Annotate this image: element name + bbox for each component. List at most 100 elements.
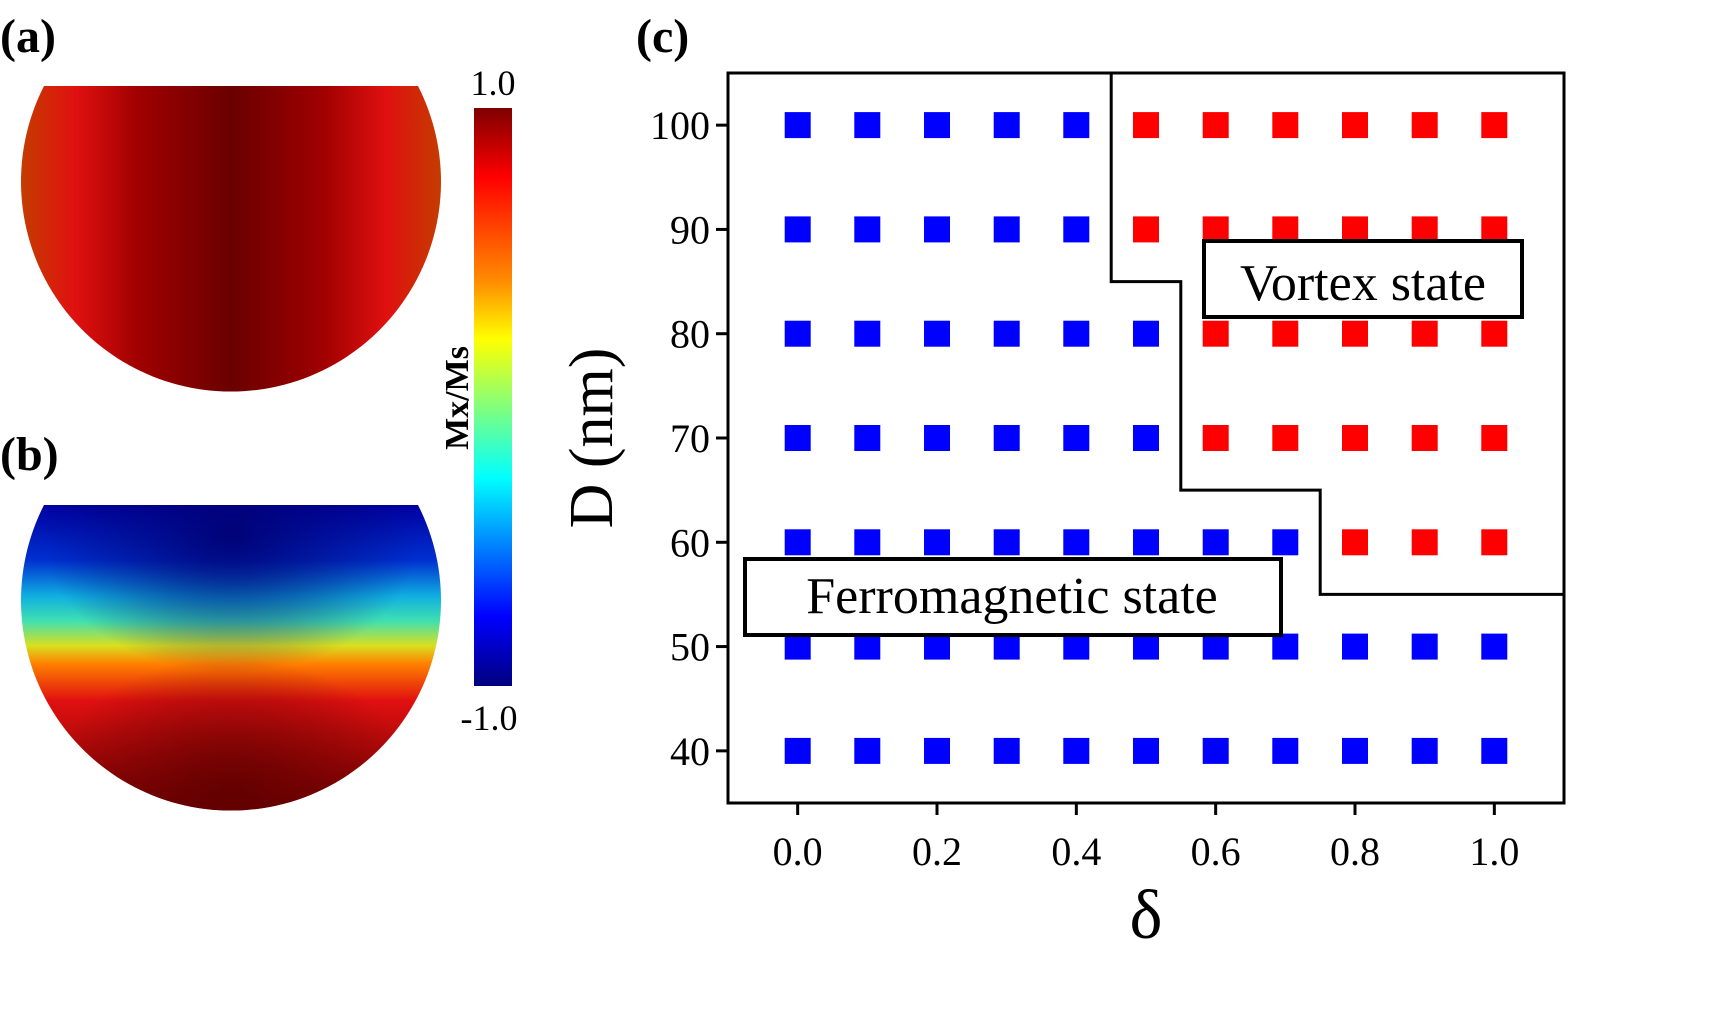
ferromagnetic-marker [1202,737,1229,764]
ferromagnetic-marker [1063,216,1090,243]
y-axis-label: D (nm) [558,348,626,529]
x-tick-label: 0.4 [1051,829,1101,874]
ferromagnetic-marker [1342,633,1368,660]
ferromagnetic-marker [993,216,1020,243]
ferromagnetic-marker [993,112,1020,139]
ferromagnetic-marker [784,216,811,243]
ferromagnetic-marker [924,112,950,139]
ferromagnetic-state-label: Ferromagnetic state [806,568,1218,625]
y-tick-label: 50 [670,625,710,670]
x-axis-label: δ [1130,877,1163,954]
ferromagnetic-marker [1063,425,1090,451]
x-tick-label: 0.2 [912,829,962,874]
ferromagnetic-marker [1272,633,1299,660]
ferromagnetic-marker [1063,320,1090,347]
colorbar [474,108,512,686]
y-tick-label: 70 [670,416,710,461]
ferromagnetic-state-annotation: Ferromagnetic state [743,557,1283,637]
colorbar-title: Mx/Ms [439,346,476,450]
ferromagnetic-marker [924,320,950,347]
phase-boundary [1109,73,1564,596]
vortex-marker [1481,320,1508,347]
ferromagnetic-marker [1133,737,1159,764]
ferromagnetic-marker [1272,529,1299,556]
x-tick-label: 0.0 [773,829,823,874]
vortex-marker [1411,320,1438,347]
y-tick-label: 40 [670,729,710,774]
vortex-state-label: Vortex state [1240,255,1486,312]
ferromagnetic-marker [924,737,950,764]
vortex-marker [1272,216,1299,243]
ferromagnetic-marker [854,633,881,660]
ferromagnetic-marker [924,216,950,243]
ferromagnetic-marker [1063,633,1090,660]
ferromagnetic-marker [1133,425,1159,451]
ferromagnetic-marker [1063,529,1090,556]
ferromagnetic-marker [784,529,811,556]
vortex-marker [1411,216,1438,243]
ferromagnetic-marker [993,633,1020,660]
ferromagnetic-marker [1481,633,1508,660]
vortex-marker [1202,320,1229,347]
ferromagnetic-marker [1063,737,1090,764]
y-tick-label: 60 [670,520,710,565]
magnetization-map-a [21,86,442,392]
vortex-marker [1342,216,1368,243]
y-tick-label: 100 [650,103,710,148]
ferromagnetic-marker [1411,633,1438,660]
ferromagnetic-marker [854,216,881,243]
ferromagnetic-marker [1272,737,1299,764]
vortex-state-annotation: Vortex state [1202,239,1524,319]
vortex-marker [1202,112,1229,139]
panel-label-b: (b) [0,428,59,481]
ferromagnetic-marker [924,425,950,451]
vortex-marker [1411,112,1438,139]
ferromagnetic-marker [924,529,950,556]
vortex-marker [1481,216,1508,243]
ferromagnetic-marker [854,320,881,347]
vortex-marker [1342,425,1368,451]
ferromagnetic-marker [854,529,881,556]
vortex-marker [1202,216,1229,243]
ferromagnetic-marker [993,320,1020,347]
ferromagnetic-marker [1481,737,1508,764]
panel-label-c: (c) [636,10,689,63]
vortex-marker [1342,529,1368,556]
y-tick-label: 90 [670,207,710,252]
vortex-marker [1342,112,1368,139]
ferromagnetic-marker [1133,529,1159,556]
ferromagnetic-marker [854,425,881,451]
vortex-marker [1411,529,1438,556]
vortex-marker [1202,425,1229,451]
ferromagnetic-marker [1133,633,1159,660]
vortex-marker [1481,425,1508,451]
ferromagnetic-marker [784,425,811,451]
ferromagnetic-marker [784,112,811,139]
colorbar-min-label: -1.0 [461,698,518,738]
ferromagnetic-marker [854,737,881,764]
vortex-marker [1272,425,1299,451]
x-tick-label: 0.6 [1191,829,1241,874]
markers-layer [784,112,1508,764]
ferromagnetic-marker [854,112,881,139]
x-tick-label: 0.8 [1330,829,1380,874]
vortex-marker [1342,320,1368,347]
ferromagnetic-marker [1063,112,1090,139]
magnetization-map-b [21,505,442,811]
ferromagnetic-marker [784,737,811,764]
ferromagnetic-marker [993,737,1020,764]
ferromagnetic-marker [924,633,950,660]
ferromagnetic-marker [784,320,811,347]
ferromagnetic-marker [1202,529,1229,556]
ferromagnetic-marker [993,529,1020,556]
colorbar-max-label: 1.0 [471,63,516,103]
ferromagnetic-marker [993,425,1020,451]
phase-diagram: 0.0 0.2 0.4 0.6 0.8 1.0 40 50 60 70 80 90 100 Vorte… [558,71,1566,954]
x-tick-label: 1.0 [1469,829,1519,874]
vortex-marker [1272,320,1299,347]
vortex-marker [1133,112,1159,139]
ferromagnetic-marker [1411,737,1438,764]
vortex-marker [1133,216,1159,243]
y-tick-label: 80 [670,312,710,357]
